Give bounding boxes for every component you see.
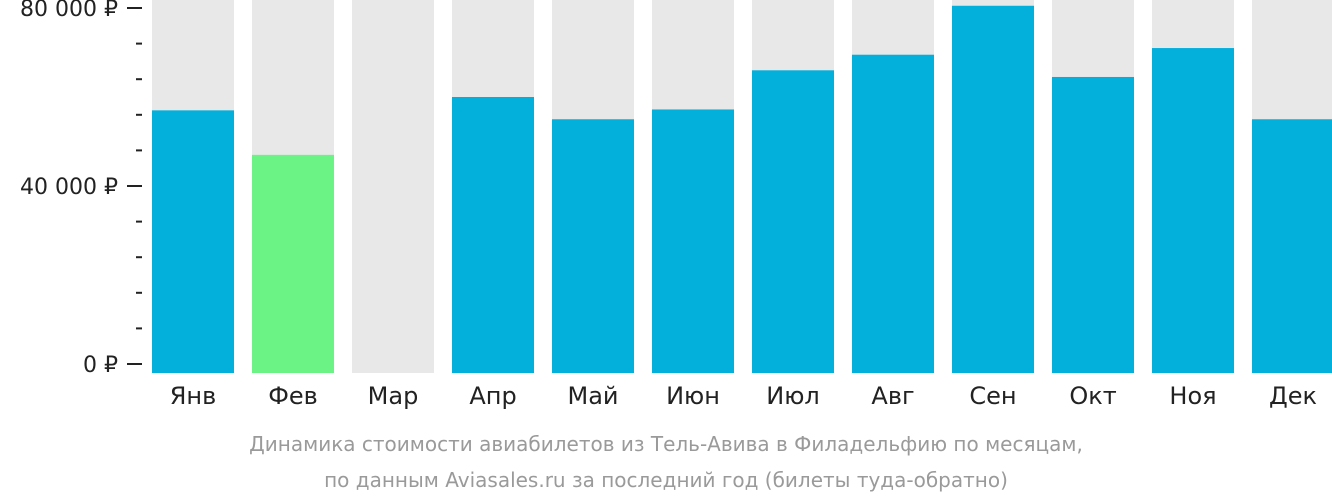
bar-11 [1152,48,1234,374]
price-bar-chart: Янв Фев Мар Апр Май Июн Июл Авг Сен Окт Ноя Дек 80 0… [20,0,1332,410]
bar-5 [552,119,634,373]
chart-caption-line-1: Динамика стоимости авиабилетов из Тель-А… [249,432,1083,456]
bar-1 [152,110,234,373]
x-tick-label-6: Июн [666,382,720,410]
x-tick-label-4: Апр [469,382,516,410]
x-tick-label-8: Авг [871,382,914,410]
x-tick-label-11: Ноя [1169,382,1216,410]
bar-7 [752,70,834,374]
x-tick-label-12: Дек [1269,382,1317,410]
bar-6 [652,109,734,374]
chart-caption-line-2: по данным Aviasales.ru за последний год … [324,468,1008,492]
x-tick-label-9: Сен [969,382,1016,410]
bar-10 [1052,76,1134,373]
bar-9 [952,5,1034,374]
bar-track-3 [352,0,434,373]
bar-8 [852,54,934,373]
x-tick-label-2: Фев [268,382,318,410]
y-tick-label: 0 ₽ [83,353,118,378]
x-tick-label-10: Окт [1069,382,1116,410]
x-tick-label-5: Май [567,382,618,410]
bar-2 [252,154,334,373]
bar-12 [1252,119,1332,373]
y-tick-label: 80 000 ₽ [20,0,118,22]
y-tick-label: 40 000 ₽ [20,175,118,200]
x-tick-label-1: Янв [170,382,217,410]
x-tick-label-7: Июл [766,382,820,410]
x-tick-label-3: Мар [368,382,419,410]
bar-4 [452,97,534,373]
